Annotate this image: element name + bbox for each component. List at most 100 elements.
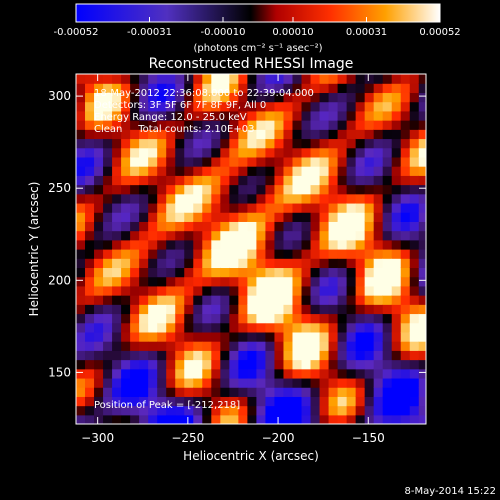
heatmap-cell bbox=[382, 147, 393, 158]
heatmap-cell bbox=[355, 92, 366, 103]
heatmap-cell bbox=[202, 175, 212, 186]
heatmap-cell bbox=[265, 166, 276, 176]
heatmap-cell bbox=[184, 147, 194, 158]
heatmap-cell bbox=[139, 230, 149, 241]
heatmap-cell bbox=[301, 313, 312, 324]
heatmap-cell bbox=[76, 350, 86, 361]
heatmap-cell bbox=[355, 350, 366, 361]
heatmap-cell bbox=[337, 405, 348, 416]
heatmap-cell bbox=[130, 193, 140, 204]
heatmap-cell bbox=[166, 359, 176, 370]
heatmap-cell bbox=[274, 350, 285, 361]
heatmap-cell bbox=[364, 341, 375, 351]
heatmap-cell bbox=[130, 101, 140, 112]
heatmap-cell bbox=[391, 405, 402, 416]
heatmap-cell bbox=[130, 377, 140, 388]
heatmap-cell bbox=[175, 129, 185, 140]
heatmap-cell bbox=[400, 184, 411, 195]
heatmap-cell bbox=[409, 396, 420, 407]
heatmap-cell bbox=[346, 184, 357, 195]
heatmap-cell bbox=[274, 377, 285, 388]
heatmap-cell bbox=[382, 341, 393, 351]
heatmap-cell bbox=[193, 184, 203, 195]
heatmap-cell bbox=[346, 387, 357, 397]
heatmap-cell bbox=[220, 74, 230, 84]
heatmap-cell bbox=[121, 156, 131, 167]
heatmap-cell bbox=[220, 120, 230, 130]
heatmap-cell bbox=[157, 304, 167, 315]
heatmap-cell bbox=[94, 304, 104, 315]
heatmap-cell bbox=[265, 249, 276, 259]
heatmap-cell bbox=[139, 74, 149, 84]
heatmap-cell bbox=[256, 184, 267, 195]
heatmap-cell bbox=[166, 414, 176, 424]
heatmap-cell bbox=[85, 110, 95, 121]
heatmap-cell bbox=[319, 396, 330, 407]
heatmap-cell bbox=[103, 156, 113, 167]
heatmap-cell bbox=[202, 405, 212, 416]
heatmap-cell bbox=[112, 295, 122, 305]
heatmap-cell bbox=[310, 120, 321, 130]
heatmap-cell bbox=[175, 184, 185, 195]
heatmap-cell bbox=[229, 322, 239, 333]
heatmap-cell bbox=[130, 304, 140, 315]
heatmap-cell bbox=[274, 239, 285, 250]
heatmap-cell bbox=[409, 276, 420, 287]
heatmap-cell bbox=[130, 83, 140, 94]
heatmap-cell bbox=[202, 276, 212, 287]
heatmap-cell bbox=[238, 405, 248, 416]
heatmap-cell bbox=[337, 230, 348, 241]
heatmap-cell bbox=[391, 387, 402, 397]
heatmap-cell bbox=[301, 147, 312, 158]
heatmap-cell bbox=[337, 359, 348, 370]
heatmap-cell bbox=[364, 92, 375, 103]
heatmap-cell bbox=[346, 341, 357, 351]
heatmap-cell bbox=[265, 341, 276, 351]
heatmap-cell bbox=[247, 202, 258, 213]
heatmap-cell bbox=[301, 276, 312, 287]
heatmap-cell bbox=[256, 212, 267, 222]
heatmap-cell bbox=[76, 120, 86, 130]
heatmap-cell bbox=[274, 175, 285, 186]
heatmap-cell bbox=[283, 101, 294, 112]
heatmap-cell bbox=[373, 313, 384, 324]
heatmap-cell bbox=[157, 83, 167, 94]
heatmap-cell bbox=[310, 92, 321, 103]
heatmap-cell bbox=[220, 267, 230, 278]
heatmap-cell bbox=[265, 322, 276, 333]
heatmap-cell bbox=[220, 368, 230, 379]
heatmap-cell bbox=[301, 184, 312, 195]
heatmap-cell bbox=[175, 249, 185, 259]
heatmap-cell bbox=[193, 83, 203, 94]
heatmap-cell bbox=[310, 221, 321, 232]
heatmap-cell bbox=[328, 101, 339, 112]
heatmap-cell bbox=[265, 83, 276, 94]
heatmap-cell bbox=[211, 147, 221, 158]
heatmap-cell bbox=[229, 101, 239, 112]
heatmap-cell bbox=[148, 405, 158, 416]
heatmap-cell bbox=[148, 341, 158, 351]
heatmap-cell bbox=[400, 230, 411, 241]
heatmap-cell bbox=[229, 295, 239, 305]
heatmap-cell bbox=[193, 156, 203, 167]
heatmap-cell bbox=[274, 313, 285, 324]
heatmap-cell bbox=[319, 193, 330, 204]
heatmap-cell bbox=[319, 331, 330, 342]
heatmap-cell bbox=[310, 414, 321, 424]
heatmap-cell bbox=[265, 193, 276, 204]
heatmap-cell bbox=[418, 212, 426, 222]
heatmap-cell bbox=[391, 230, 402, 241]
heatmap-cell bbox=[211, 396, 221, 407]
heatmap-cell bbox=[139, 276, 149, 287]
heatmap-cell bbox=[139, 92, 149, 103]
heatmap-cell bbox=[319, 377, 330, 388]
heatmap-cell bbox=[382, 212, 393, 222]
heatmap-cell bbox=[328, 212, 339, 222]
heatmap-cell bbox=[409, 83, 420, 94]
heatmap-cell bbox=[310, 359, 321, 370]
heatmap-cell bbox=[283, 341, 294, 351]
heatmap-cell bbox=[283, 258, 294, 269]
heatmap-cell bbox=[220, 304, 230, 315]
heatmap-cell bbox=[256, 120, 267, 130]
heatmap-cell bbox=[283, 396, 294, 407]
